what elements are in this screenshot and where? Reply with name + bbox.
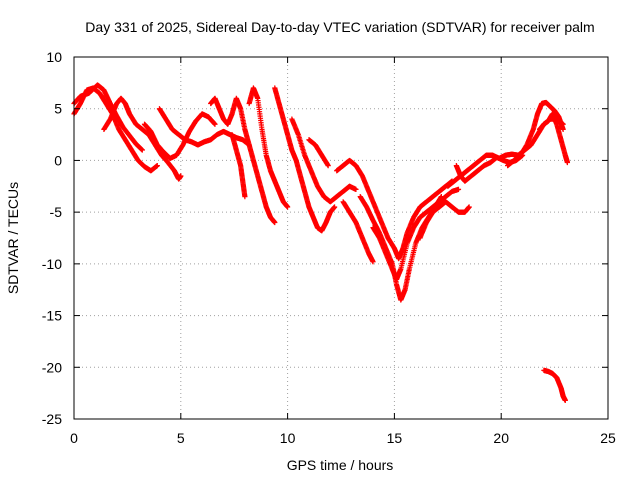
series-arc11 (306, 137, 331, 169)
data-point (242, 194, 248, 200)
data-point (139, 147, 145, 153)
y-tick-label: -15 (42, 308, 62, 324)
series-arc8 (246, 85, 291, 210)
series-arc21 (541, 367, 568, 403)
data-point (353, 186, 359, 192)
x-tick-label: 5 (177, 430, 185, 446)
series-arc2 (71, 82, 145, 153)
y-tick-label: -25 (42, 411, 62, 427)
y-tick-label: -20 (42, 359, 62, 375)
x-tick-label: 20 (493, 430, 509, 446)
x-axis-title: GPS time / hours (287, 457, 394, 473)
series-arc15 (370, 186, 462, 282)
series-arc6 (208, 95, 278, 226)
plot-frame (73, 56, 609, 420)
series-arc9 (272, 85, 338, 234)
series-arc7 (229, 131, 248, 200)
data-point (370, 259, 376, 265)
data-point (272, 219, 278, 226)
y-axis-title: SDTVAR / TECUs (5, 182, 21, 294)
series-arc20 (537, 111, 571, 166)
series-arc4 (141, 111, 218, 161)
y-tick-label: -10 (42, 256, 62, 272)
y-tick-label: -5 (50, 204, 63, 220)
points-layer (71, 82, 571, 403)
series-arc13 (340, 199, 376, 265)
x-tick-label: 15 (387, 430, 403, 446)
ticks-layer (73, 56, 609, 420)
chart-title: Day 331 of 2025, Sidereal Day-to-day VTE… (85, 19, 594, 35)
data-point (285, 204, 291, 210)
x-tick-label: 0 (70, 430, 78, 446)
data-point (178, 173, 184, 179)
grid-layer (74, 57, 608, 419)
series-arc10 (289, 116, 359, 205)
data-point (212, 121, 218, 127)
x-tick-label: 10 (280, 430, 296, 446)
data-point (154, 163, 160, 169)
x-tick-label: 25 (600, 430, 616, 446)
y-tick-label: 10 (46, 49, 62, 65)
data-point (325, 163, 331, 169)
y-tick-label: 0 (54, 152, 62, 168)
data-point (331, 204, 338, 210)
y-tick-label: 5 (54, 101, 62, 117)
